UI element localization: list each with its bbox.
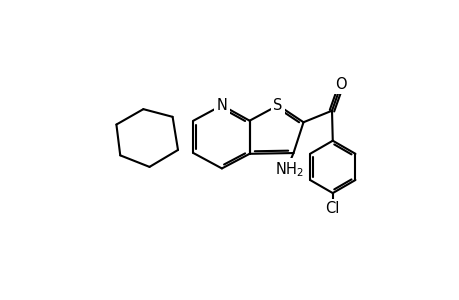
Text: NH$_2$: NH$_2$ xyxy=(274,160,303,179)
Text: S: S xyxy=(273,98,282,113)
Text: O: O xyxy=(335,77,346,92)
Text: Cl: Cl xyxy=(325,201,339,216)
Text: N: N xyxy=(216,98,227,113)
